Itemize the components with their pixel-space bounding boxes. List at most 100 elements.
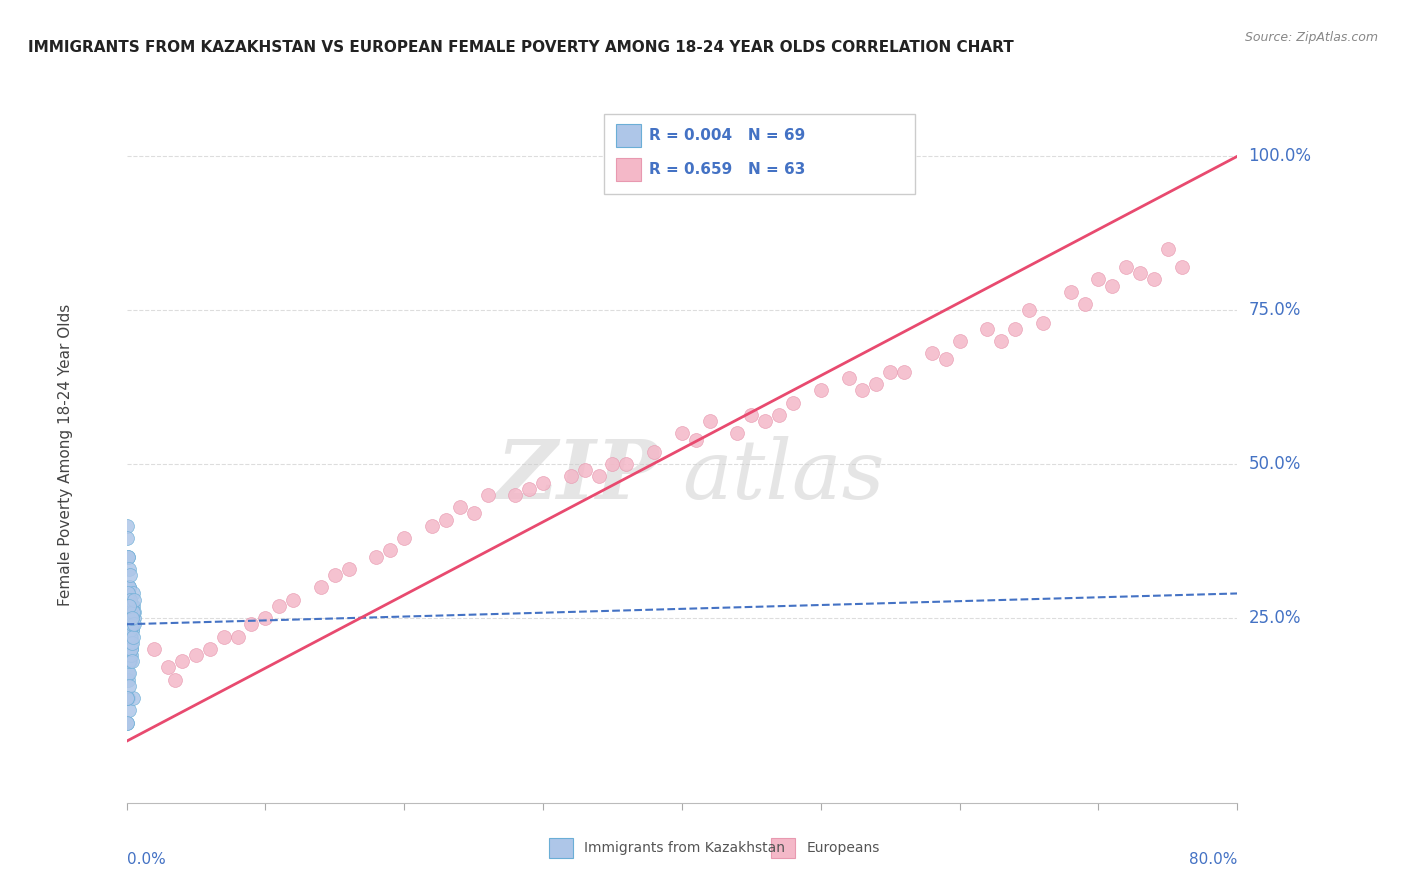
Point bbox=[1060, 285, 1083, 299]
Point bbox=[117, 641, 139, 656]
Point bbox=[477, 488, 499, 502]
Point bbox=[976, 321, 998, 335]
Point bbox=[337, 562, 360, 576]
Bar bbox=[616, 124, 641, 146]
Text: 0.0%: 0.0% bbox=[127, 852, 166, 866]
Point bbox=[120, 605, 142, 619]
Point bbox=[118, 562, 141, 576]
Point bbox=[117, 654, 139, 668]
Point bbox=[1171, 260, 1194, 274]
Point bbox=[122, 617, 145, 632]
Point bbox=[269, 599, 291, 613]
Point bbox=[122, 605, 145, 619]
Point bbox=[120, 617, 142, 632]
Text: R = 0.004   N = 69: R = 0.004 N = 69 bbox=[648, 128, 804, 143]
Point bbox=[838, 371, 860, 385]
Point bbox=[865, 377, 887, 392]
Point bbox=[434, 512, 457, 526]
Text: atlas: atlas bbox=[682, 436, 884, 516]
Point bbox=[118, 630, 141, 644]
Text: 75.0%: 75.0% bbox=[1249, 301, 1301, 319]
FancyBboxPatch shape bbox=[605, 114, 915, 194]
Point bbox=[1143, 272, 1166, 286]
Point bbox=[893, 365, 915, 379]
Text: 80.0%: 80.0% bbox=[1189, 852, 1237, 866]
Point bbox=[240, 617, 263, 632]
Point bbox=[921, 346, 943, 360]
Point bbox=[117, 673, 139, 687]
Point bbox=[165, 673, 187, 687]
Point bbox=[503, 488, 526, 502]
Point bbox=[1129, 266, 1152, 280]
Point bbox=[117, 586, 139, 600]
Point bbox=[212, 630, 235, 644]
Point bbox=[120, 630, 142, 644]
Point bbox=[143, 641, 166, 656]
Point bbox=[935, 352, 957, 367]
Point bbox=[121, 654, 143, 668]
Text: Immigrants from Kazakhstan: Immigrants from Kazakhstan bbox=[583, 841, 785, 855]
Point bbox=[118, 568, 141, 582]
Point bbox=[449, 500, 471, 515]
Point bbox=[118, 617, 141, 632]
Point bbox=[117, 630, 139, 644]
Point bbox=[1004, 321, 1026, 335]
Point bbox=[121, 624, 143, 638]
Point bbox=[118, 580, 141, 594]
Point bbox=[117, 592, 139, 607]
Point bbox=[574, 463, 596, 477]
Point bbox=[463, 507, 485, 521]
Point bbox=[120, 648, 142, 662]
Point bbox=[117, 611, 139, 625]
Point bbox=[254, 611, 277, 625]
Point bbox=[117, 703, 139, 717]
Point bbox=[1032, 316, 1054, 330]
Point bbox=[121, 599, 143, 613]
Point bbox=[990, 334, 1012, 348]
Point bbox=[810, 384, 832, 398]
Point bbox=[120, 592, 142, 607]
Point bbox=[851, 384, 873, 398]
Bar bbox=[770, 838, 796, 858]
Point bbox=[118, 666, 141, 681]
Point bbox=[1115, 260, 1137, 274]
Point bbox=[1073, 297, 1095, 311]
Point bbox=[120, 641, 142, 656]
Point bbox=[699, 414, 721, 428]
Point bbox=[115, 518, 138, 533]
Point bbox=[118, 679, 141, 693]
Point bbox=[117, 666, 139, 681]
Text: Source: ZipAtlas.com: Source: ZipAtlas.com bbox=[1244, 31, 1378, 45]
Point bbox=[117, 691, 139, 706]
Point bbox=[118, 648, 141, 662]
Point bbox=[120, 617, 142, 632]
Point bbox=[117, 549, 139, 564]
Point bbox=[122, 617, 145, 632]
Text: Female Poverty Among 18-24 Year Olds: Female Poverty Among 18-24 Year Olds bbox=[58, 304, 73, 606]
Point bbox=[172, 654, 194, 668]
Point bbox=[122, 592, 145, 607]
Point bbox=[117, 549, 139, 564]
Point bbox=[117, 580, 139, 594]
Point bbox=[115, 715, 138, 730]
Point bbox=[782, 395, 804, 409]
Text: R = 0.659   N = 63: R = 0.659 N = 63 bbox=[648, 162, 806, 177]
Point bbox=[120, 641, 142, 656]
Point bbox=[380, 543, 402, 558]
Point bbox=[118, 648, 141, 662]
Point bbox=[117, 641, 139, 656]
Point bbox=[366, 549, 388, 564]
Point bbox=[1087, 272, 1109, 286]
Text: IMMIGRANTS FROM KAZAKHSTAN VS EUROPEAN FEMALE POVERTY AMONG 18-24 YEAR OLDS CORR: IMMIGRANTS FROM KAZAKHSTAN VS EUROPEAN F… bbox=[28, 40, 1014, 55]
Point bbox=[560, 469, 582, 483]
Point bbox=[727, 426, 749, 441]
Text: 100.0%: 100.0% bbox=[1249, 147, 1312, 165]
Point bbox=[121, 611, 143, 625]
Point bbox=[117, 691, 139, 706]
Point bbox=[117, 641, 139, 656]
Point bbox=[616, 457, 638, 471]
Point bbox=[118, 592, 141, 607]
Point bbox=[121, 617, 143, 632]
Point bbox=[588, 469, 610, 483]
Point bbox=[122, 586, 145, 600]
